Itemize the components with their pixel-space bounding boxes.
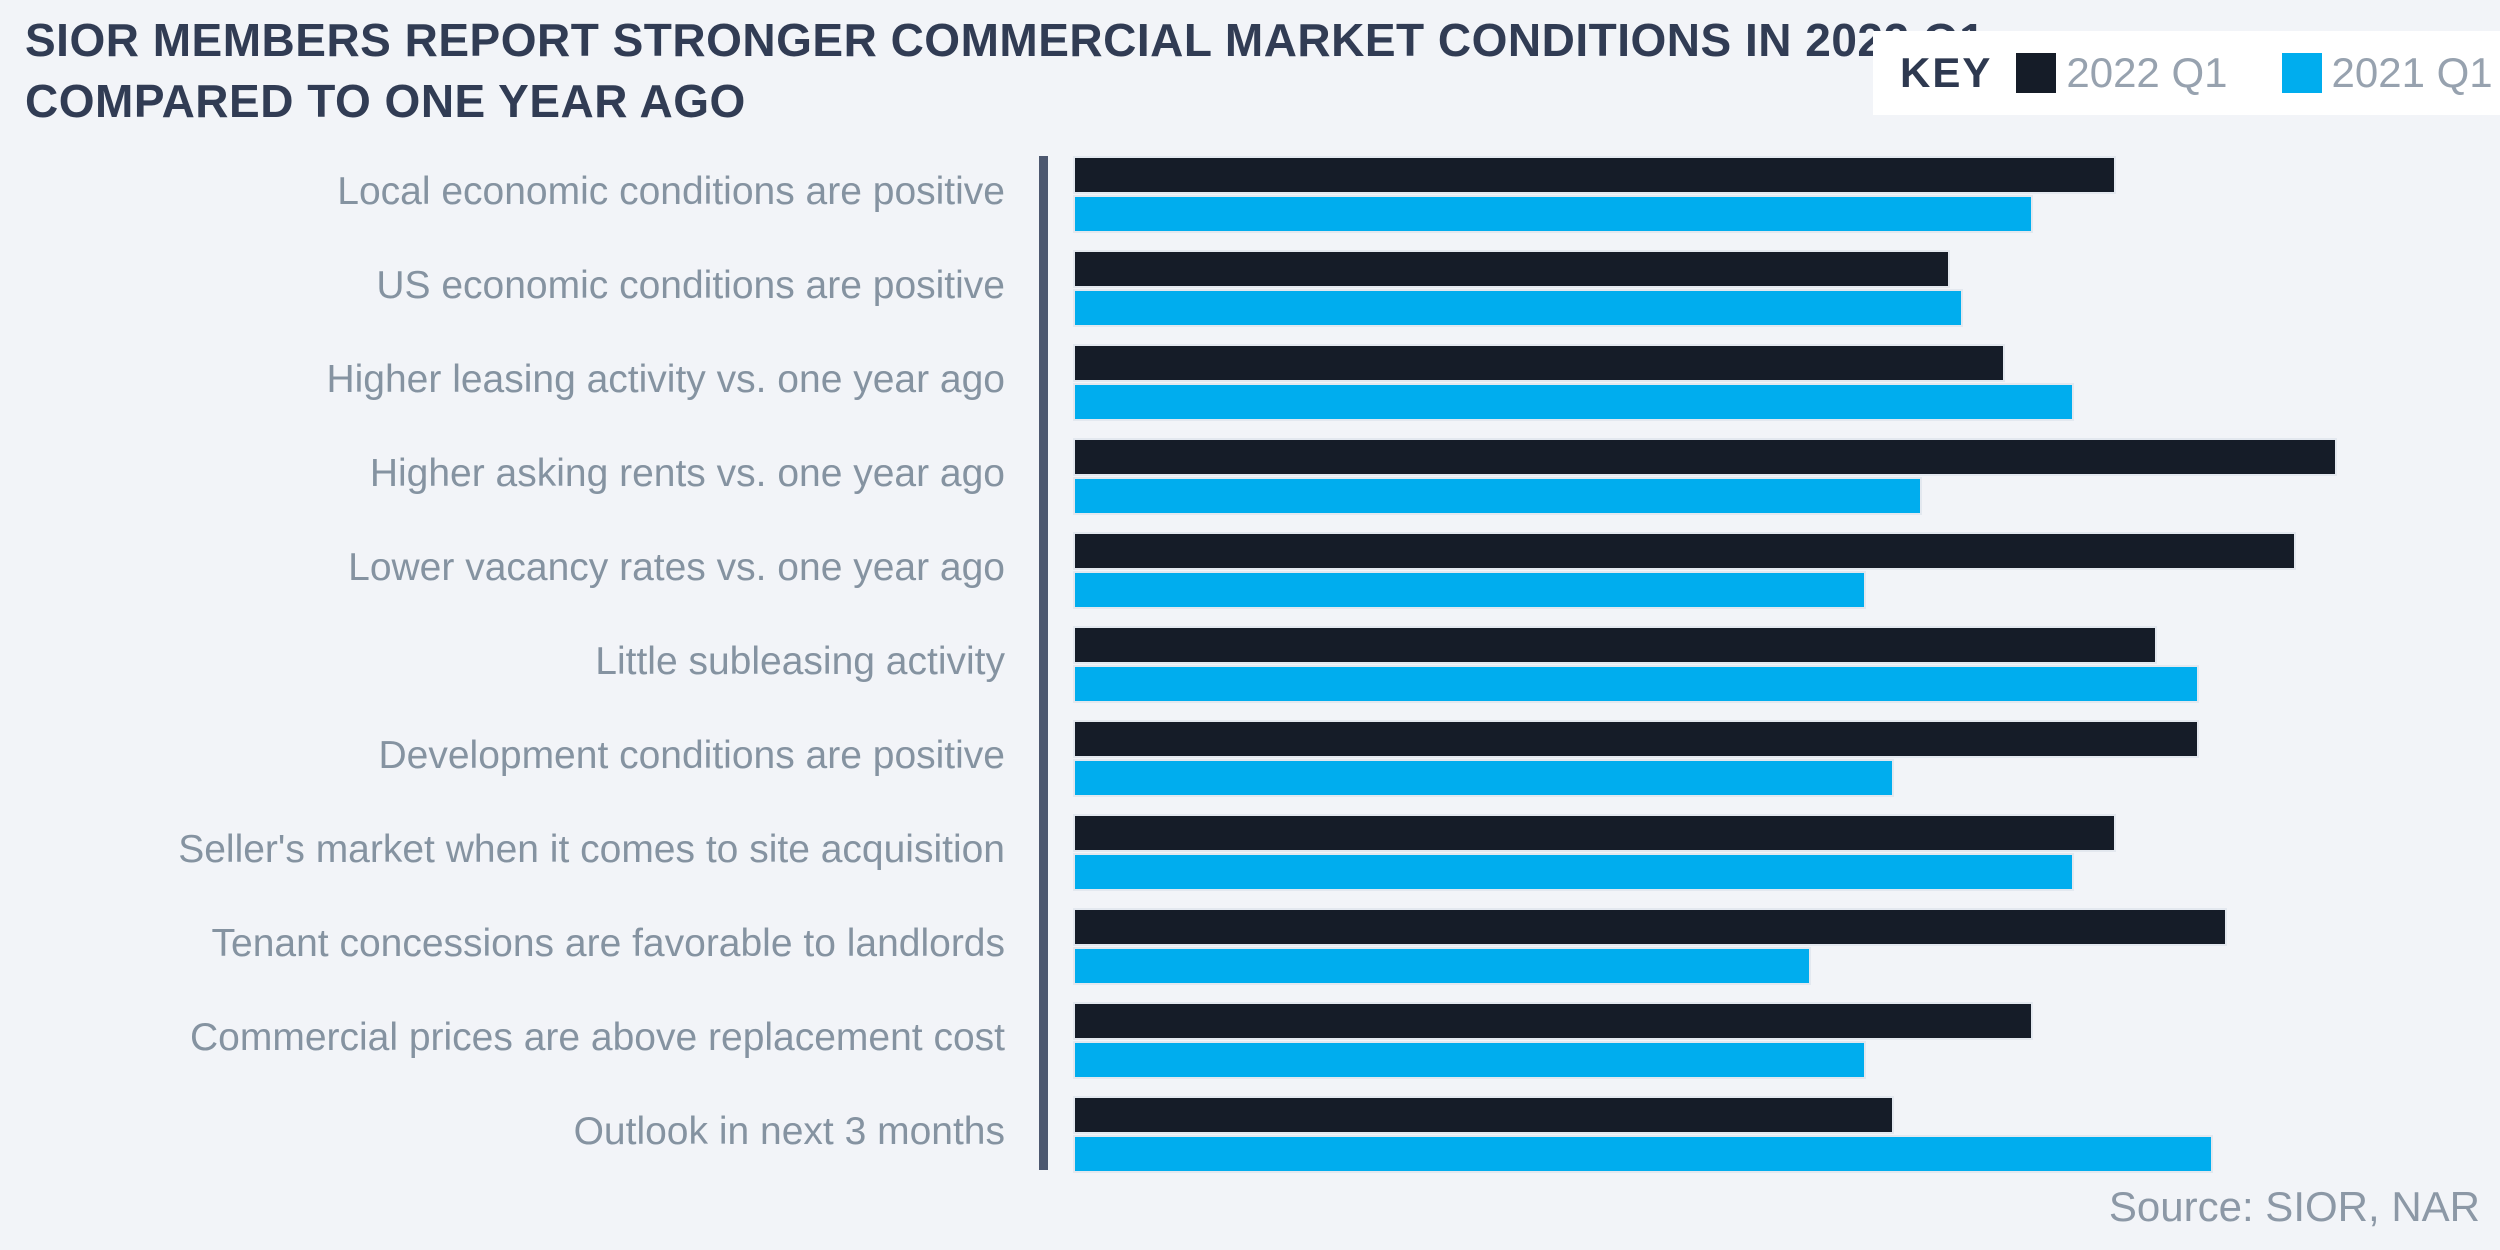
bar-2021-q1: [1075, 855, 2073, 889]
category-label: Commercial prices are above replacement …: [189, 1015, 1005, 1059]
category-label: Higher leasing activity vs. one year ago: [326, 357, 1005, 401]
bar-group: [1075, 722, 2197, 795]
chart-row: Local economic conditions are positive: [0, 155, 2500, 249]
category-label: Seller's market when it comes to site ac…: [178, 827, 1005, 871]
chart-row: US economic conditions are positive: [0, 249, 2500, 343]
category-label: Local economic conditions are positive: [337, 169, 1005, 213]
bar-2021-q1: [1075, 761, 1893, 795]
bar-2022-q1: [1075, 722, 2197, 756]
chart-row: Higher leasing activity vs. one year ago: [0, 343, 2500, 437]
bar-group: [1075, 252, 1962, 325]
bar-2022-q1: [1075, 440, 2336, 474]
category-label: Little subleasing activity: [595, 639, 1005, 683]
chart-title-line1: SIOR MEMBERS REPORT STRONGER COMMERCIAL …: [25, 14, 1986, 66]
bar-2022-q1: [1075, 1098, 1893, 1132]
chart-row: Higher asking rents vs. one year ago: [0, 437, 2500, 531]
bar-group: [1075, 1004, 2031, 1077]
chart-row: Little subleasing activity: [0, 625, 2500, 719]
bar-2022-q1: [1075, 1004, 2031, 1038]
bar-2022-q1: [1075, 158, 2114, 192]
category-label: Development conditions are positive: [378, 733, 1005, 777]
chart-row: Outlook in next 3 months: [0, 1095, 2500, 1189]
bar-2021-q1: [1075, 291, 1962, 325]
bar-group: [1075, 1098, 2211, 1171]
chart-row: Commercial prices are above replacement …: [0, 1001, 2500, 1095]
bar-2021-q1: [1075, 573, 1865, 607]
bar-2021-q1: [1075, 1043, 1865, 1077]
bar-group: [1075, 158, 2114, 231]
bar-2021-q1: [1075, 479, 1920, 513]
category-label: Tenant concessions are favorable to land…: [211, 921, 1005, 965]
legend-title: KEY: [1900, 49, 1993, 96]
category-label: US economic conditions are positive: [376, 263, 1005, 307]
bar-group: [1075, 440, 2336, 513]
bar-group: [1075, 628, 2197, 701]
bar-group: [1075, 346, 2073, 419]
bar-group: [1075, 910, 2225, 983]
source-credit: Source: SIOR, NAR: [2108, 1183, 2480, 1230]
bar-2022-q1: [1075, 346, 2003, 380]
legend: KEY 2022 Q1 2021 Q1: [1873, 31, 2500, 115]
bar-2021-q1: [1075, 1137, 2211, 1171]
bar-2022-q1: [1075, 816, 2114, 850]
chart-row: Seller's market when it comes to site ac…: [0, 813, 2500, 907]
bar-2021-q1: [1075, 667, 2197, 701]
category-label: Higher asking rents vs. one year ago: [369, 451, 1005, 495]
bar-chart: Local economic conditions are positive U…: [0, 155, 2500, 1189]
bar-2022-q1: [1075, 252, 1948, 286]
bar-2021-q1: [1075, 197, 2031, 231]
bar-group: [1075, 816, 2114, 889]
bar-2021-q1: [1075, 949, 1810, 983]
chart-row: Development conditions are positive: [0, 719, 2500, 813]
legend-item-2022-q1: 2022 Q1: [2066, 49, 2228, 96]
chart-title: SIOR MEMBERS REPORT STRONGER COMMERCIAL …: [25, 10, 1985, 132]
category-label: Lower vacancy rates vs. one year ago: [348, 545, 1005, 589]
bar-2022-q1: [1075, 910, 2225, 944]
bar-2022-q1: [1075, 534, 2294, 568]
bar-2022-q1: [1075, 628, 2156, 662]
chart-title-line2: COMPARED TO ONE YEAR AGO: [25, 75, 746, 127]
legend-swatch-2022-q1: [2016, 53, 2057, 93]
legend-item-2021-q1: 2021 Q1: [2331, 49, 2493, 96]
chart-row: Tenant concessions are favorable to land…: [0, 907, 2500, 1001]
bar-group: [1075, 534, 2294, 607]
legend-swatch-2021-q1: [2281, 53, 2322, 93]
category-label: Outlook in next 3 months: [573, 1109, 1005, 1153]
axis-line: [1039, 156, 1048, 1170]
bar-2021-q1: [1075, 385, 2073, 419]
chart-row: Lower vacancy rates vs. one year ago: [0, 531, 2500, 625]
